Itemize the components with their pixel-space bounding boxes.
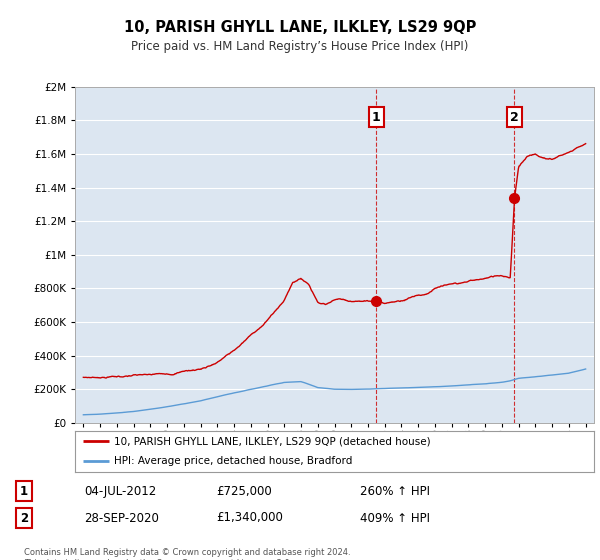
Text: 28-SEP-2020: 28-SEP-2020 — [84, 511, 159, 525]
Text: 04-JUL-2012: 04-JUL-2012 — [84, 484, 156, 498]
Text: 1: 1 — [20, 484, 28, 498]
Text: 2: 2 — [510, 110, 519, 124]
Text: £1,340,000: £1,340,000 — [216, 511, 283, 525]
Text: 409% ↑ HPI: 409% ↑ HPI — [360, 511, 430, 525]
Text: Contains HM Land Registry data © Crown copyright and database right 2024.
This d: Contains HM Land Registry data © Crown c… — [24, 548, 350, 560]
Text: £725,000: £725,000 — [216, 484, 272, 498]
Text: HPI: Average price, detached house, Bradford: HPI: Average price, detached house, Brad… — [114, 456, 352, 466]
Text: 1: 1 — [372, 110, 381, 124]
Text: Price paid vs. HM Land Registry’s House Price Index (HPI): Price paid vs. HM Land Registry’s House … — [131, 40, 469, 53]
Text: 260% ↑ HPI: 260% ↑ HPI — [360, 484, 430, 498]
Text: 10, PARISH GHYLL LANE, ILKLEY, LS29 9QP: 10, PARISH GHYLL LANE, ILKLEY, LS29 9QP — [124, 20, 476, 35]
Text: 2: 2 — [20, 511, 28, 525]
Text: 10, PARISH GHYLL LANE, ILKLEY, LS29 9QP (detached house): 10, PARISH GHYLL LANE, ILKLEY, LS29 9QP … — [114, 436, 431, 446]
